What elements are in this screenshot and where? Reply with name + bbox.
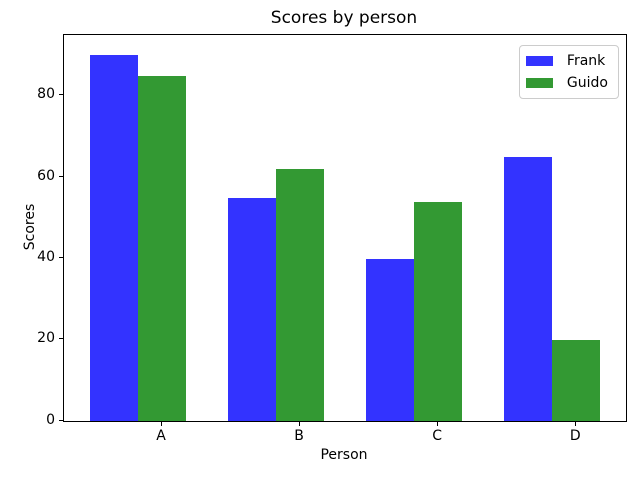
x-tick-label-B: B — [294, 428, 304, 444]
y-tick-label-80: 80 — [37, 86, 55, 103]
x-tick-label-C: C — [432, 428, 443, 444]
y-tick-40 — [59, 257, 63, 258]
bar-guido-C — [414, 201, 463, 421]
bars-layer — [64, 35, 626, 421]
x-axis-label: Person — [320, 447, 368, 463]
x-tick-A — [160, 422, 162, 426]
bar-frank-B — [227, 197, 276, 421]
y-tick-20 — [59, 338, 63, 340]
legend-label-frank: Frank — [566, 53, 606, 69]
x-tick-C — [436, 422, 438, 426]
y-tick-60 — [59, 175, 63, 177]
y-tick-80 — [59, 94, 63, 96]
bar-frank-D — [503, 156, 553, 421]
legend-entry-frank: Frank — [525, 53, 608, 69]
x-tick-D — [574, 422, 576, 426]
x-tick-label-A: A — [156, 428, 166, 444]
y-tick-label-60: 60 — [37, 167, 55, 184]
bar-guido-D — [552, 339, 601, 421]
y-tick-label-40: 40 — [37, 249, 55, 265]
y-tick-0 — [59, 419, 63, 421]
chart-title: Scores by person — [270, 8, 418, 28]
bar-guido-A — [137, 75, 187, 421]
bar-guido-B — [276, 169, 325, 421]
x-tick-label-D: D — [569, 428, 581, 444]
frank-color-swatch — [525, 56, 553, 66]
legend-entry-guido: Guido — [525, 75, 608, 91]
plot-area: Frank Guido — [63, 34, 627, 422]
bar-frank-A — [89, 55, 138, 421]
y-tick-label-20: 20 — [37, 330, 55, 347]
y-tick-label-0: 0 — [46, 411, 55, 428]
guido-color-swatch — [525, 78, 553, 88]
x-tick-B — [298, 422, 300, 426]
legend-label-guido: Guido — [566, 75, 608, 91]
bar-frank-C — [365, 258, 414, 421]
legend: Frank Guido — [518, 45, 619, 99]
y-axis-label: Scores — [22, 203, 38, 251]
